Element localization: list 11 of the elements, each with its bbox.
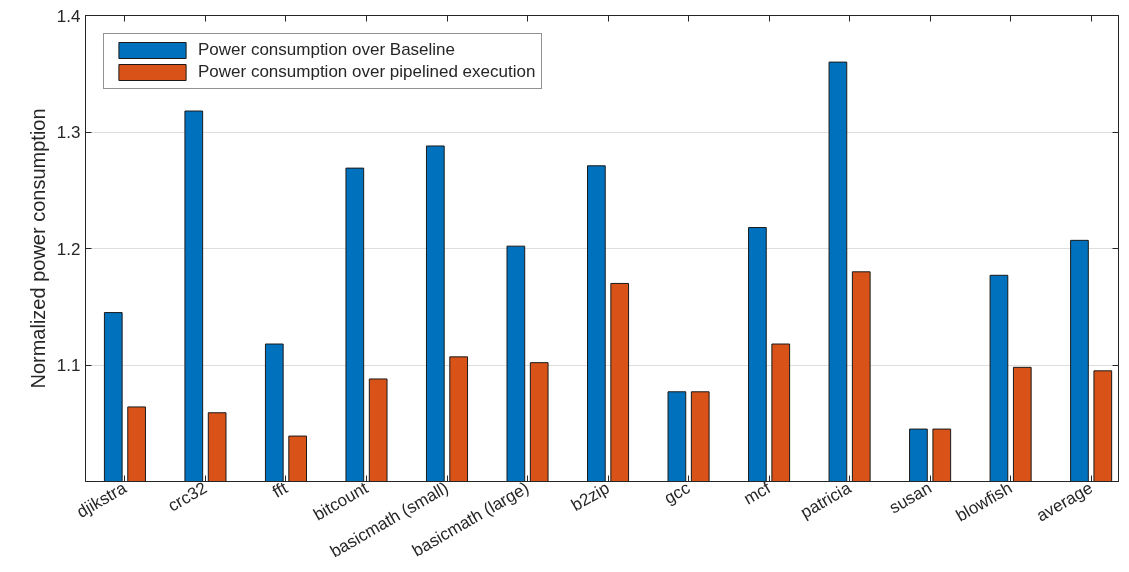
y-tick-label: 1.2 [56,239,81,259]
y-axis-title: Normalized power consumption [26,108,49,389]
x-tick-label: gcc [660,478,694,508]
x-tick-label: fft [269,478,291,502]
legend-label: Power consumption over pipelined execution [198,62,536,82]
x-tick-label: mcf [740,478,775,509]
y-tick-label: 1.1 [56,356,81,375]
y-tick-label: 1.3 [56,123,81,142]
x-tick-label: b2zip [568,478,613,516]
legend-label: Power consumption over Baseline [198,40,456,60]
y-tick-label: 1.4 [56,6,81,26]
